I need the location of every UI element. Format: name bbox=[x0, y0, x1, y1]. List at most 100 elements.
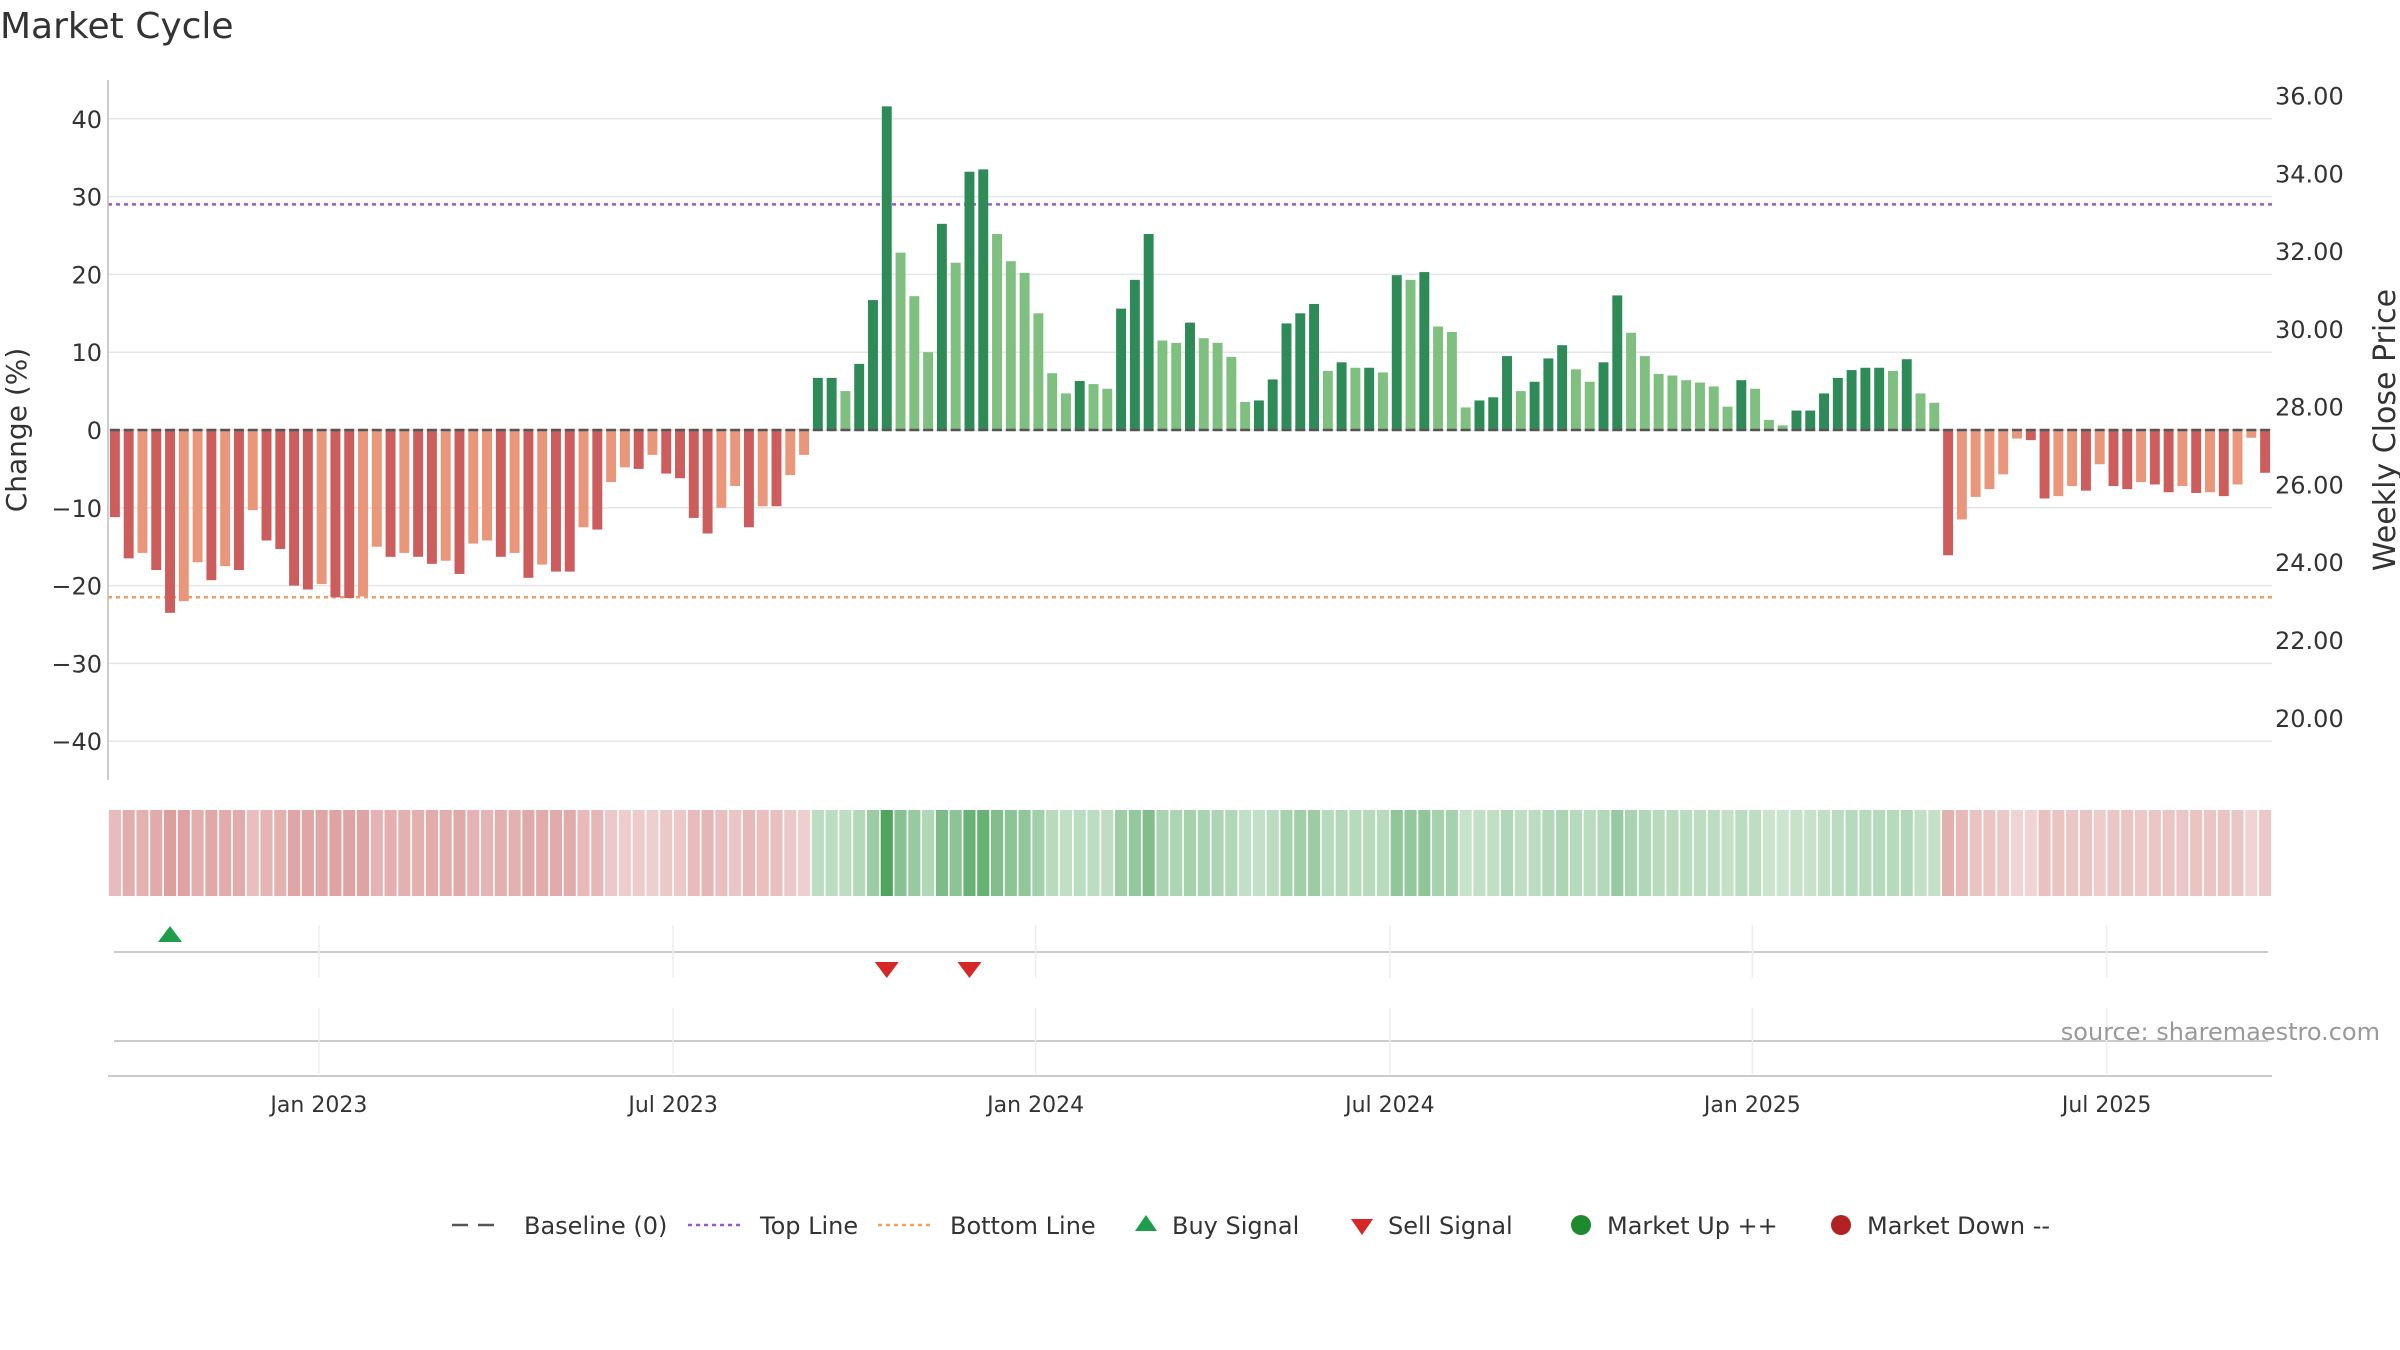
strip-cell bbox=[1749, 810, 1762, 896]
y2-axis: 36.00 34.00 32.00 30.00 28.00 26.00 24.00 22.00… bbox=[2275, 83, 2344, 733]
strip-cell bbox=[508, 810, 521, 896]
bar bbox=[330, 430, 341, 598]
bar bbox=[482, 430, 493, 541]
strip-cell bbox=[632, 810, 645, 896]
bar bbox=[702, 430, 713, 534]
strip-cell bbox=[191, 810, 204, 896]
bar bbox=[1088, 384, 1099, 430]
strip-cell bbox=[398, 810, 411, 896]
bar bbox=[2191, 430, 2202, 494]
y2-tick-label: 24.00 bbox=[2275, 549, 2344, 577]
bar bbox=[523, 430, 534, 578]
x-tick-label: Jul 2025 bbox=[2060, 1093, 2152, 1118]
bar bbox=[854, 363, 865, 430]
strip-cell bbox=[1886, 810, 1900, 896]
bar bbox=[2094, 430, 2105, 465]
bar bbox=[302, 430, 313, 590]
bar bbox=[1956, 430, 1967, 520]
y2-tick-label: 30.00 bbox=[2275, 316, 2344, 344]
strip-cell bbox=[770, 810, 783, 896]
bar bbox=[688, 430, 699, 518]
bar bbox=[1612, 295, 1623, 430]
bar bbox=[1047, 373, 1058, 430]
strip-cell bbox=[1900, 810, 1913, 896]
bar bbox=[716, 430, 727, 508]
bar bbox=[1171, 342, 1182, 430]
legend-circle-icon bbox=[1831, 1215, 1851, 1235]
strip-cell bbox=[908, 810, 921, 896]
bar bbox=[1364, 367, 1375, 430]
bar bbox=[165, 430, 175, 613]
bar bbox=[261, 430, 272, 541]
strip-cell bbox=[122, 810, 135, 896]
strip-cell bbox=[2121, 810, 2134, 896]
bar bbox=[1446, 331, 1457, 430]
bar bbox=[1557, 345, 1568, 430]
y-axis-label: Change (%) bbox=[0, 348, 33, 513]
bar bbox=[564, 430, 575, 572]
strip-cell bbox=[1432, 810, 1445, 896]
bar bbox=[1267, 379, 1278, 430]
bar bbox=[1460, 407, 1471, 430]
bar bbox=[109, 430, 120, 518]
bar bbox=[1791, 410, 1802, 430]
bar bbox=[785, 430, 796, 476]
bar bbox=[1419, 272, 1430, 430]
bar bbox=[1750, 388, 1761, 430]
strip-cell bbox=[1776, 810, 1789, 896]
strip-cell bbox=[1459, 810, 1472, 896]
strip-cell bbox=[1280, 810, 1293, 896]
strip-cell bbox=[246, 810, 259, 896]
bar bbox=[2246, 430, 2257, 438]
strip-cell bbox=[990, 810, 1004, 896]
y-tick-label: −10 bbox=[51, 495, 102, 523]
bar bbox=[950, 262, 961, 430]
bar bbox=[2039, 430, 2050, 499]
bar bbox=[385, 430, 396, 557]
bar bbox=[1901, 359, 1912, 430]
strip-cell bbox=[1762, 810, 1775, 896]
strip-cell bbox=[1087, 810, 1100, 896]
strip-cell bbox=[2162, 810, 2175, 896]
strip-cell bbox=[1625, 810, 1638, 896]
strip-cell bbox=[343, 810, 356, 896]
strip-cell bbox=[150, 810, 163, 896]
bar bbox=[509, 430, 520, 553]
strip-cell bbox=[2148, 810, 2161, 896]
strip-cell bbox=[260, 810, 273, 896]
bar bbox=[2205, 430, 2215, 493]
strip-cell bbox=[108, 810, 121, 896]
strip-cell bbox=[1349, 810, 1362, 896]
bar bbox=[344, 430, 355, 599]
bar bbox=[440, 430, 451, 561]
strip-cell bbox=[591, 810, 604, 896]
strip-cell bbox=[384, 810, 397, 896]
bar bbox=[1777, 425, 1788, 430]
bar bbox=[1281, 323, 1292, 430]
strip-cell bbox=[205, 810, 218, 896]
bar bbox=[1681, 380, 1692, 430]
strip-cell bbox=[949, 810, 962, 896]
bar bbox=[909, 296, 920, 430]
bar bbox=[826, 377, 837, 430]
strip-cell bbox=[1528, 810, 1541, 896]
strip-cell bbox=[1942, 810, 1955, 896]
strip-cell bbox=[742, 810, 755, 896]
bar bbox=[2232, 430, 2243, 485]
bar bbox=[1570, 369, 1581, 430]
strip-cell bbox=[2093, 810, 2106, 896]
bar bbox=[1005, 261, 1016, 430]
strip-cell bbox=[1321, 810, 1334, 896]
y2-tick-label: 22.00 bbox=[2275, 627, 2344, 655]
bar bbox=[1295, 313, 1306, 430]
strip-cell bbox=[177, 810, 190, 896]
bar bbox=[1322, 370, 1333, 430]
y2-tick-label: 20.00 bbox=[2275, 705, 2344, 733]
strip-cell bbox=[1156, 810, 1169, 896]
strip-cell bbox=[1445, 810, 1458, 896]
strip-cell bbox=[756, 810, 769, 896]
strip-cell bbox=[1390, 810, 1403, 896]
bar bbox=[1336, 362, 1347, 430]
strip-cell bbox=[1073, 810, 1086, 896]
bar bbox=[1943, 430, 1954, 556]
